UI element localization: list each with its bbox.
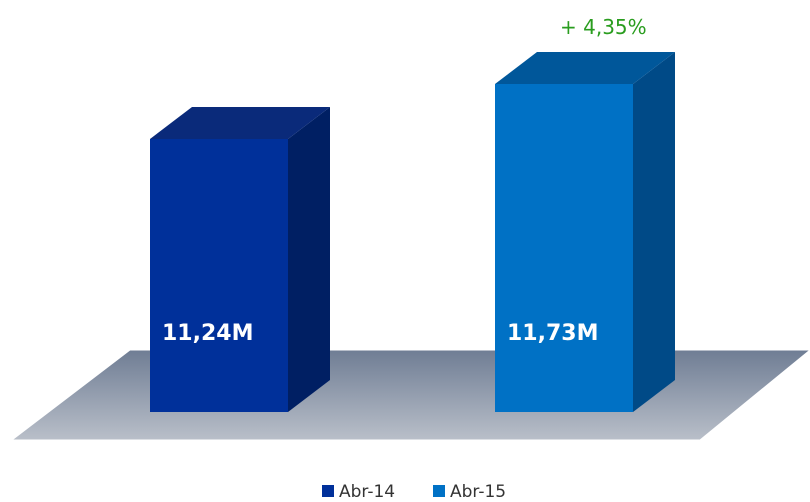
labels-layer: 11,24M 11,73M + 4,35% [162,15,647,346]
data-label-abr-14: 11,24M [162,321,253,346]
bar-abr-14-top [150,106,330,139]
legend: Abr-14 Abr-15 [322,482,506,502]
change-annotation: + 4,35% [560,15,647,39]
legend-swatch-abr-15 [433,485,445,497]
data-label-abr-15: 11,73M [507,321,598,346]
bars-layer [150,52,675,412]
chart-floor [10,349,810,441]
bar-abr-15 [495,84,633,412]
legend-label-abr-14: Abr-14 [339,482,395,502]
bar-abr-15-side [633,52,675,412]
bar-abr-14 [150,138,288,412]
bar-abr-14-side [288,106,330,412]
legend-label-abr-15: Abr-15 [450,482,506,502]
legend-swatch-abr-14 [322,485,334,497]
bar-abr-15-top [495,52,675,84]
